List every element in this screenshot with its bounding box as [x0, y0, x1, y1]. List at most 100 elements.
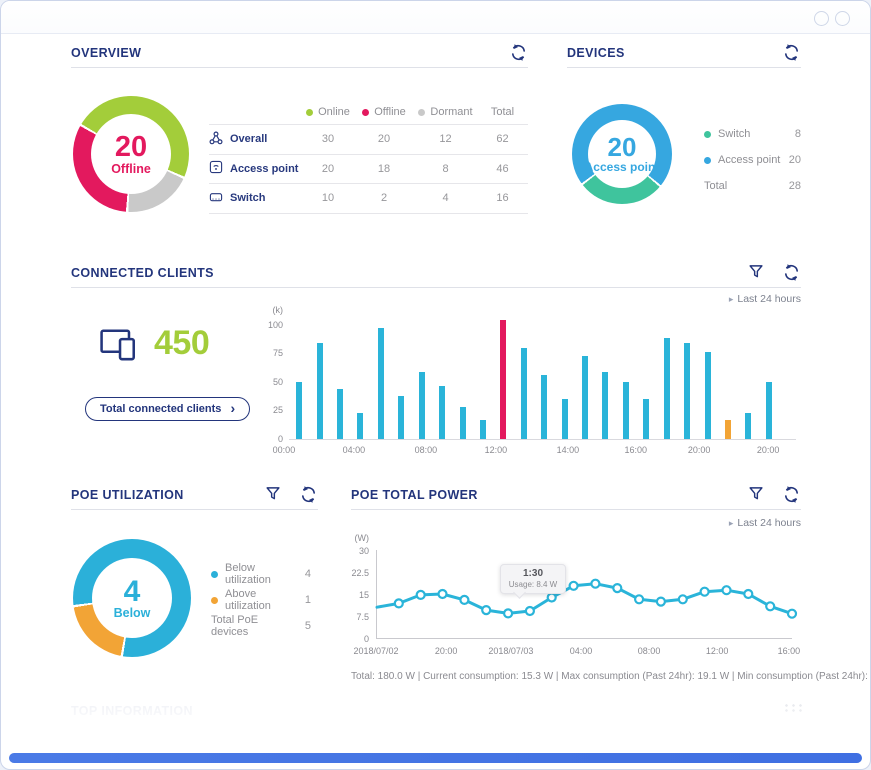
poe-total-power-header: POE TOTAL POWER	[351, 483, 801, 510]
clients-y-unit: (k)	[272, 305, 284, 315]
poe-y-unit: (W)	[354, 533, 370, 543]
bar	[622, 381, 629, 439]
total-clients-value: 450	[154, 324, 210, 362]
cell-value: 2	[380, 192, 388, 205]
window-titlebar	[1, 1, 870, 34]
x-tick: 20:00	[434, 646, 458, 656]
bottom-accent-bar	[9, 753, 862, 763]
bar	[296, 381, 303, 439]
refresh-icon[interactable]	[299, 485, 318, 504]
y-tick: 7.5	[356, 612, 369, 622]
devices-donut-value: 20	[607, 132, 637, 163]
bar	[602, 371, 609, 439]
y-tick: 15	[358, 590, 369, 600]
bar	[337, 388, 344, 439]
y-tick: 100	[267, 319, 283, 330]
bar	[724, 419, 731, 439]
cell-value: 16	[496, 192, 509, 205]
clients-range-selector[interactable]: ▸ Last 24 hours	[601, 293, 801, 305]
window-control-icon[interactable]	[835, 11, 850, 26]
cell-value: 20	[377, 133, 391, 146]
table-row: Switch 10 2 4 16	[209, 183, 528, 214]
x-tick: 04:00	[569, 646, 593, 656]
bar	[520, 347, 527, 439]
legend-value: 20	[788, 154, 801, 166]
drag-handle-icon[interactable]	[783, 703, 803, 712]
range-text: Last 24 hours	[737, 293, 801, 305]
legend-value: 5	[304, 620, 311, 632]
connected-devices-icon	[100, 329, 139, 368]
refresh-icon[interactable]	[782, 43, 801, 62]
legend-label: Below utilization	[225, 562, 271, 586]
row-label: Switch	[230, 192, 266, 205]
clients-x-axis-line	[289, 439, 796, 440]
x-tick: 16:00	[624, 445, 648, 455]
filter-icon[interactable]	[264, 485, 283, 504]
clients-bars-area	[289, 319, 779, 439]
bar	[541, 375, 548, 439]
offline-dot	[362, 108, 370, 116]
cell-value: 30	[321, 133, 335, 146]
bar	[643, 399, 650, 439]
x-tick: 08:00	[414, 445, 438, 455]
refresh-icon[interactable]	[782, 263, 801, 282]
table-row: Access point 20 18 8 46	[209, 153, 528, 184]
column-dormant: Dormant	[430, 106, 473, 118]
poe-y-axis: 0 7.5 15 22.5 30	[335, 546, 369, 644]
tooltip-time: 1:30	[522, 568, 543, 579]
filter-icon[interactable]	[747, 263, 766, 282]
legend-label: Switch	[718, 128, 751, 140]
bar	[439, 386, 446, 439]
table-row: Overall 30 20 12 62	[209, 124, 528, 154]
filter-icon[interactable]	[747, 485, 766, 504]
overview-donut-chart: 20 Offline	[73, 96, 189, 212]
legend-item: Above utilization 1	[211, 587, 311, 613]
cell-value: 4	[442, 192, 449, 205]
bar	[684, 343, 691, 439]
cell-value: 18	[377, 162, 391, 175]
y-tick: 30	[358, 546, 369, 556]
x-tick: 08:00	[637, 646, 661, 656]
next-section-title: TOP INFORMATION	[71, 704, 193, 718]
overview-title: OVERVIEW	[71, 46, 142, 60]
legend-value: 1	[304, 594, 311, 606]
row-label: Access point	[230, 162, 299, 175]
cell-value: 62	[496, 133, 509, 146]
row-label: Overall	[230, 133, 268, 146]
legend-value: 8	[794, 128, 801, 140]
overview-status-table: Online Offline Dormant Total Overall 30 …	[209, 100, 528, 214]
bar	[459, 407, 466, 439]
x-tick: 12:00	[484, 445, 508, 455]
refresh-icon[interactable]	[509, 43, 528, 62]
cell-value: 20	[321, 162, 335, 175]
column-offline: Offline	[374, 106, 406, 118]
poe-range-selector[interactable]: ▸ Last 24 hours	[601, 517, 801, 529]
bar	[418, 371, 425, 439]
chevron-right-icon: ›	[230, 400, 236, 416]
poe-line-svg	[375, 550, 798, 638]
refresh-icon[interactable]	[782, 485, 801, 504]
x-tick: 12:00	[705, 646, 729, 656]
x-tick: 20:00	[687, 445, 711, 455]
x-tick: 00:00	[272, 445, 296, 455]
poe-x-axis: 2018/07/02 20:00 2018/07/03 04:00 08:00 12:00…	[353, 646, 800, 658]
y-tick: 22.5	[351, 568, 369, 578]
bar	[765, 381, 772, 439]
y-tick: 25	[272, 405, 283, 416]
bar	[479, 419, 486, 439]
below-utilization-dot	[211, 570, 218, 578]
poe-utilization-donut-chart: 4 Below	[73, 539, 191, 657]
column-total: Total	[490, 106, 515, 118]
fade-overlay	[2, 695, 869, 747]
clients-y-axis: 0 25 50 75 100	[247, 319, 283, 444]
window-control-icon[interactable]	[814, 11, 829, 26]
y-tick: 75	[272, 348, 283, 359]
legend-label: Access point	[718, 154, 781, 166]
devices-donut-label: Access point	[584, 160, 660, 175]
x-tick: 20:00	[756, 445, 780, 455]
y-tick: 0	[363, 634, 369, 644]
bar	[561, 399, 568, 439]
poe-utilization-legend: Below utilization 4 Above utilization 1 …	[211, 561, 311, 639]
total-connected-clients-button[interactable]: Total connected clients ›	[85, 397, 251, 421]
overview-donut-label: Offline	[111, 161, 151, 176]
